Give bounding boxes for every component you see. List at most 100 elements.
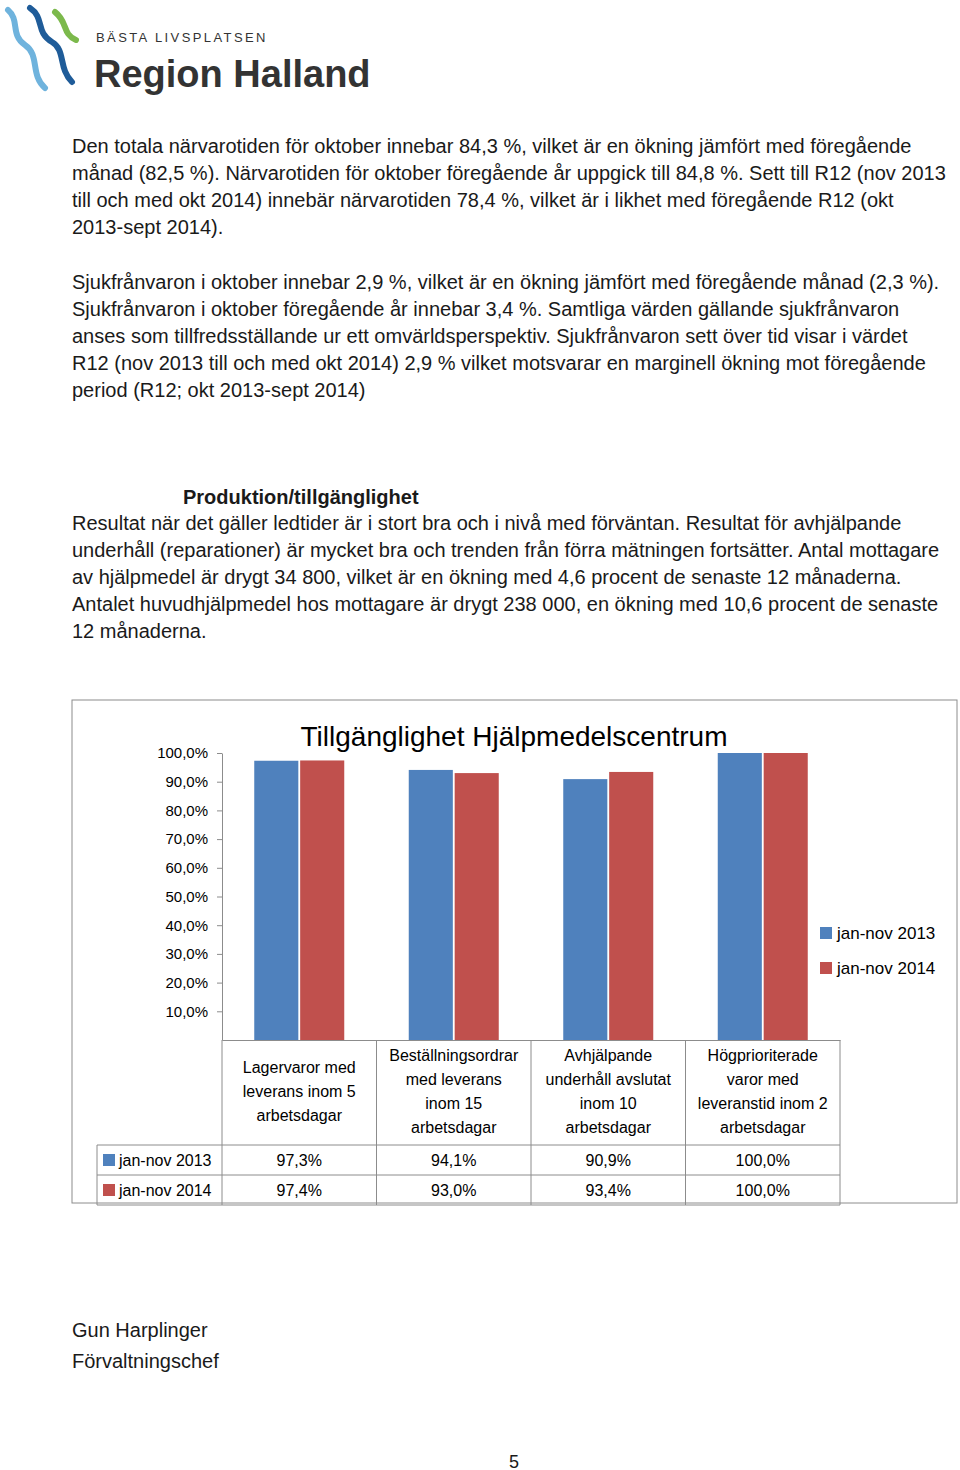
bar [300,760,344,1040]
y-axis-line [222,754,223,1041]
table-rule [97,1175,840,1176]
table-value: 97,3% [277,1152,322,1169]
y-tick-mark [217,868,222,869]
signature-name: Gun Harplinger [72,1317,472,1344]
x-tick-label-line: Högprioriterade [708,1047,818,1064]
x-tick-label: Avhjälpande underhåll avslutat inom 10 arbe… [546,1047,672,1136]
bar [254,761,298,1040]
table-value: 93,0% [431,1182,476,1199]
table-key [103,1154,115,1166]
y-tick-label: 20,0% [165,974,208,991]
chart: Tillgänglighet Hjälpmedelscentrum 10,0% 20… [72,700,957,1205]
table-value: 94,1% [431,1152,476,1169]
table-rule [97,1145,840,1146]
table-key [103,1184,115,1196]
table-rule [222,1040,223,1205]
x-tick-label-line: Avhjälpande [564,1047,652,1064]
y-tick-mark [217,782,222,783]
logo: BÄSTA LIVSPLATSENRegion Halland [8,8,371,95]
page-graphics: BÄSTA LIVSPLATSENRegion Halland Tillgängl… [0,0,960,1470]
bar-series [254,753,762,1040]
x-tick: Avhjälpande underhåll avslutat inom 10 arbe… [546,1047,672,1136]
bar [764,753,808,1040]
logo-wave [30,8,72,82]
table-value: 100,0% [736,1152,790,1169]
section-heading: Produktion/tillgänglighet [183,484,783,511]
bars [254,753,808,1040]
y-tick-label: 60,0% [165,859,208,876]
y-tick-mark [217,925,222,926]
data-table: jan-nov 2013 97,3% 94,1% 90,9% 100,0% jan-nov… [97,1040,840,1205]
table-rule [840,1040,841,1205]
bar-series [300,753,808,1040]
x-tick-label-line: inom 10 [580,1095,637,1112]
paragraph: Den totala närvarotiden för oktober inne… [72,133,947,241]
legend-key [820,927,832,939]
x-tick-label: Högprioriterade varor med leveranstid inom… [698,1047,828,1136]
legend: jan-nov 2013 jan-nov 2014 [820,924,935,978]
bar [563,779,607,1040]
y-tick: 90,0% [165,773,222,790]
bar [455,773,499,1040]
table-row-header: jan-nov 2013 [118,1152,212,1169]
page-number: 5 [500,1449,528,1470]
x-tick-label: Beställningsordrarmed leveransinom 15arb… [389,1047,519,1136]
x-tick-label-line: med leverans [406,1071,502,1088]
x-tick-label: Lagervaror medleverans inom 5arbetsdagar [243,1059,356,1124]
y-tick-mark [217,1011,222,1012]
y-tick-label: 70,0% [165,830,208,847]
x-tick-label-line: arbetsdagar [720,1119,806,1136]
signature-title: Förvaltningschef [72,1348,472,1375]
table-rule [685,1040,686,1205]
y-tick: 30,0% [165,945,222,962]
table-value: 93,4% [586,1182,631,1199]
chart-title: Tillgänglighet Hjälpmedelscentrum [301,721,728,752]
table-rule [97,1205,840,1206]
y-tick: 70,0% [165,830,222,847]
bar [409,770,453,1040]
y-tick: 40,0% [165,917,222,934]
x-tick-label-line: leveranstid inom 2 [698,1095,828,1112]
legend-key [820,962,832,974]
x-tick-label-line: arbetsdagar [411,1119,497,1136]
bar [609,772,653,1040]
y-tick-mark [217,983,222,984]
x-tick-label-line: Beställningsordrar [389,1047,519,1064]
table-rule [531,1040,532,1205]
x-tick-label-line: underhåll avslutat [546,1071,672,1088]
y-tick: 80,0% [165,802,222,819]
table-value: 100,0% [736,1182,790,1199]
y-tick-label: 40,0% [165,917,208,934]
legend-label: jan-nov 2014 [836,959,935,978]
table-value: 90,9% [586,1152,631,1169]
x-tick: Högprioriterade varor med leveranstid inom… [698,1047,828,1136]
chart-frame [72,700,957,1203]
y-tick-label: 100,0% [157,744,208,761]
table-rule [97,1145,98,1205]
x-tick: Lagervaror medleverans inom 5arbetsdagar [243,1059,356,1124]
legend-label: jan-nov 2013 [836,924,935,943]
paragraph: Sjukfrånvaron i oktober innebar 2,9 %, v… [72,269,947,404]
x-tick-label-line: arbetsdagar [257,1107,343,1124]
logo-name: Region Halland [94,53,371,95]
x-tick: Beställningsordrarmed leveransinom 15arb… [389,1047,519,1136]
y-tick: 20,0% [165,974,222,991]
y-tick-mark [217,753,222,754]
table-rule [376,1040,377,1205]
y-tick: 50,0% [165,888,222,905]
table-row-header: jan-nov 2014 [118,1182,212,1199]
y-tick-label: 80,0% [165,802,208,819]
x-tick-label-line: Lagervaror med [243,1059,356,1076]
y-tick-label: 30,0% [165,945,208,962]
x-tick-label-line: varor med [727,1071,799,1088]
y-tick-mark [217,897,222,898]
y-tick: 100,0% [157,744,222,761]
y-tick-mark [217,954,222,955]
y-tick: 60,0% [165,859,222,876]
x-tick-label-line: arbetsdagar [566,1119,652,1136]
y-axis: 10,0% 20,0% 30,0% 40,0% 50,0% 60,0% 70,0% 80,0%… [157,744,222,1040]
y-tick-mark [217,839,222,840]
y-tick-label: 90,0% [165,773,208,790]
y-tick: 10,0% [165,1003,222,1020]
y-tick-label: 50,0% [165,888,208,905]
